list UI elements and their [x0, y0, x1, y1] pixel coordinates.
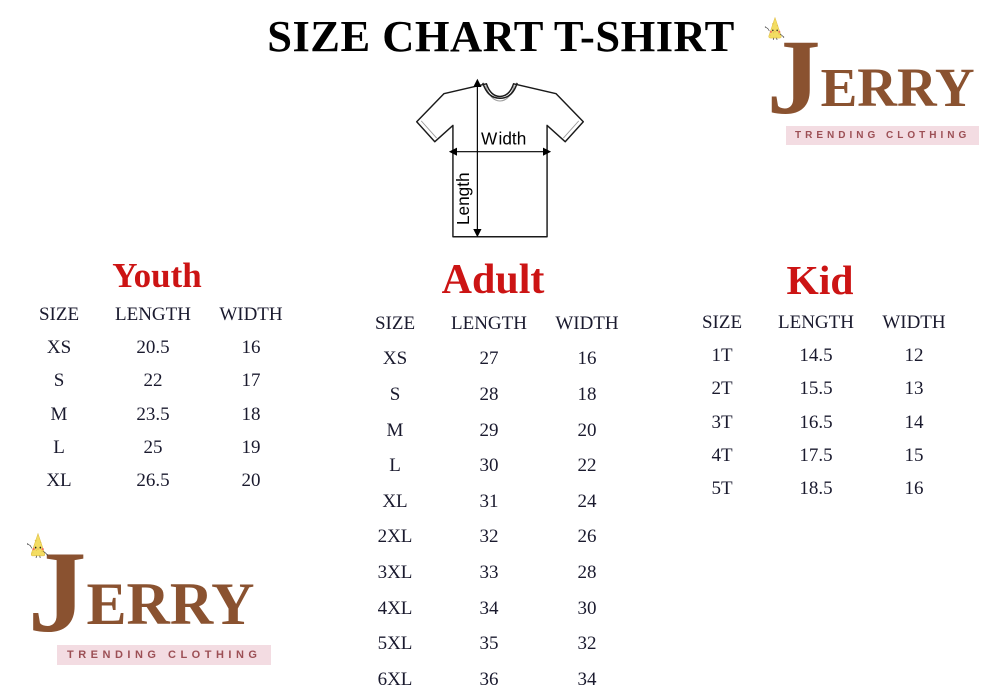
svg-text:Length: Length [453, 172, 473, 225]
svg-text:Width: Width [481, 128, 526, 148]
